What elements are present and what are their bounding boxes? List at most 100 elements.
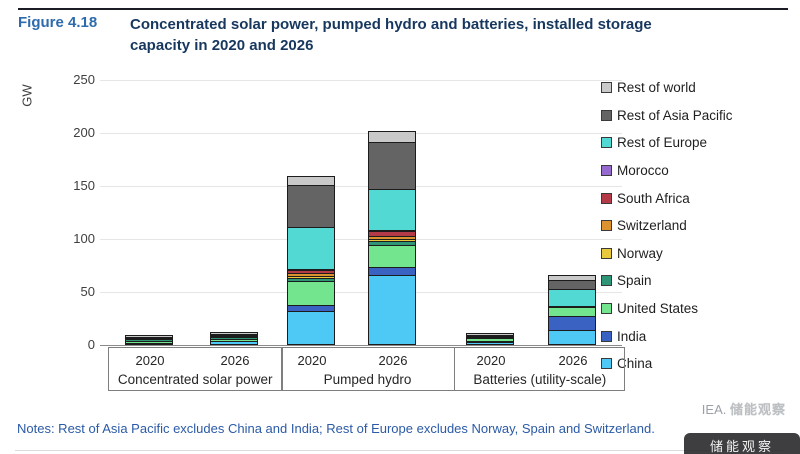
legend-label: Spain: [617, 273, 652, 289]
bar-segment: [549, 316, 595, 330]
bar-segment: [288, 305, 334, 311]
bar-segment: [369, 275, 415, 344]
x-axis-label-box: 2020 2026 2020 2026 2020 2026 Concentrated sol…: [108, 347, 625, 391]
source-credit: IEA. 储能观察: [702, 399, 786, 418]
legend-item: Switzerland: [601, 212, 733, 240]
bar-segment: [369, 267, 415, 275]
top-rule: [18, 8, 788, 10]
gridline: [100, 80, 622, 81]
legend-label: India: [617, 328, 647, 344]
legend-swatch-icon: [601, 330, 612, 342]
legend-label: Rest of Asia Pacific: [617, 107, 733, 123]
legend-label: Morocco: [617, 163, 669, 179]
bar-segment: [288, 281, 334, 305]
bar-segment: [211, 337, 257, 339]
bar-segment: [288, 269, 334, 270]
bar-segment: [467, 338, 513, 341]
gridline: [100, 133, 622, 134]
legend-label: Switzerland: [617, 218, 687, 234]
group-label: Concentrated solar power: [117, 372, 273, 387]
bar-segment: [211, 335, 257, 336]
x-axis-baseline: [100, 345, 622, 346]
legend-item: Morocco: [601, 157, 733, 185]
bar-segment: [369, 132, 415, 142]
legend-label: China: [617, 356, 653, 372]
figure-title: Concentrated solar power, pumped hydro a…: [130, 16, 652, 54]
year-label: 2020: [135, 353, 165, 368]
bar-segment: [467, 335, 513, 336]
gridline: [100, 239, 622, 240]
group-label: Pumped hydro: [323, 372, 412, 387]
bar-segment: [549, 280, 595, 289]
legend-item: Spain: [601, 267, 733, 295]
bar-segment: [288, 273, 334, 276]
bar: [368, 131, 416, 345]
y-tick-label: 250: [73, 72, 95, 87]
bar-segment: [369, 142, 415, 189]
bar: [548, 275, 596, 345]
bar-segment: [211, 336, 257, 337]
legend-swatch-icon: [601, 275, 612, 287]
bar-segment: [549, 306, 595, 307]
legend-swatch-icon: [601, 109, 612, 121]
legend-item: Norway: [601, 240, 733, 268]
bar-segment: [126, 339, 172, 341]
figure-number-label: Figure 4.18: [18, 14, 98, 31]
bar-segment: [126, 336, 172, 337]
bar-segment: [288, 227, 334, 269]
bar-segment: [288, 270, 334, 273]
legend-swatch-icon: [601, 165, 612, 177]
legend-swatch-icon: [601, 82, 612, 94]
legend-swatch-icon: [601, 358, 612, 370]
bar: [466, 333, 514, 345]
axis-group-divider: [453, 348, 456, 390]
bar-segment: [126, 337, 172, 338]
bar-segment: [549, 276, 595, 280]
legend-swatch-icon: [601, 303, 612, 315]
bar-segment: [288, 311, 334, 344]
bar-segment: [288, 276, 334, 278]
figure-notes: Notes: Rest of Asia Pacific excludes Chi…: [17, 421, 655, 436]
bar-segment: [369, 239, 415, 241]
legend-label: Rest of world: [617, 80, 696, 96]
bar-segment: [369, 230, 415, 231]
bar: [287, 176, 335, 345]
bottom-rule: [15, 450, 785, 451]
bar-segment: [467, 337, 513, 338]
legend-swatch-icon: [601, 220, 612, 232]
watermark-badge-text: 储能观察: [709, 439, 774, 454]
legend-item: India: [601, 322, 733, 350]
bar-segment: [211, 341, 257, 344]
bar-segment: [369, 231, 415, 236]
bar-segment: [467, 336, 513, 337]
bar-segment: [549, 307, 595, 316]
axis-group-divider: [281, 348, 283, 390]
bar-segment: [211, 339, 257, 341]
bar-segment: [549, 289, 595, 306]
legend-swatch-icon: [601, 137, 612, 149]
bar-segment: [126, 341, 172, 343]
legend-label: South Africa: [617, 190, 690, 206]
legend-label: Rest of Europe: [617, 135, 708, 151]
bar-segment: [288, 185, 334, 227]
year-label: 2026: [558, 353, 588, 368]
bar: [125, 335, 173, 345]
bar-segment: [467, 341, 513, 342]
y-tick-label: 50: [80, 284, 95, 299]
bar-segment: [126, 338, 172, 339]
chart-legend: Rest of world Rest of Asia Pacific Rest of…: [601, 74, 733, 378]
bar-segment: [549, 330, 595, 344]
year-label: 2020: [476, 353, 506, 368]
gridline: [100, 186, 622, 187]
legend-item: South Africa: [601, 184, 733, 212]
y-axis-unit-label: GW: [19, 84, 35, 107]
year-label: 2026: [220, 353, 250, 368]
bar-segment: [369, 236, 415, 239]
watermark-badge: 储能观察: [684, 433, 800, 454]
bar-segment: [369, 245, 415, 267]
bar-segment: [211, 334, 257, 335]
legend-label: Norway: [617, 245, 663, 261]
bar-segment: [126, 343, 172, 344]
y-tick-label: 150: [73, 178, 95, 193]
